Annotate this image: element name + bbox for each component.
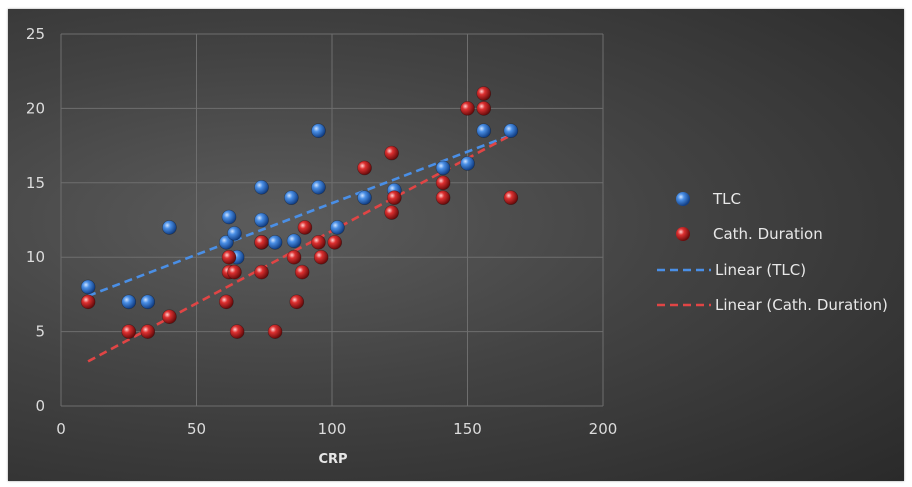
cath-duration-point	[460, 101, 475, 116]
cath-duration-point	[254, 235, 269, 250]
legend-item-cath-duration: Cath. Duration	[676, 225, 823, 243]
trendline-cath-duration	[87, 134, 512, 363]
x-tick-label: 100	[318, 420, 347, 438]
cath-duration-point	[140, 324, 156, 339]
legend-label: Linear (Cath. Duration)	[715, 296, 888, 314]
cath-duration-point	[121, 324, 137, 339]
x-tick-label: 200	[589, 420, 618, 438]
cath-duration-point	[357, 160, 372, 176]
cath-duration-point	[286, 249, 302, 265]
tlc-point	[330, 220, 345, 235]
data-points	[80, 86, 519, 339]
trendline-tlc	[87, 133, 512, 298]
tlc-point	[284, 190, 299, 205]
tlc-point	[219, 235, 234, 250]
cath-duration-point	[435, 175, 451, 191]
cath-duration-point	[311, 235, 326, 250]
cath-duration-point	[80, 294, 96, 310]
y-tick-label: 25	[26, 25, 45, 43]
cath-duration-point	[384, 145, 399, 161]
x-axis-ticks: 0 50 100 150 200	[56, 420, 617, 438]
legend-label: Cath. Duration	[713, 225, 823, 243]
cath-duration-point	[503, 190, 519, 205]
cath-duration-point	[162, 309, 177, 325]
legend-label: TLC	[712, 190, 741, 208]
tlc-point	[267, 235, 283, 250]
tlc-point	[227, 226, 242, 241]
cath-duration-point	[229, 324, 245, 339]
cath-duration-point	[313, 249, 329, 265]
cath-duration-point	[227, 264, 242, 280]
cath-duration-point	[219, 294, 234, 310]
legend-marker	[676, 227, 690, 241]
cath-duration-point	[327, 235, 343, 250]
y-tick-label: 5	[35, 323, 45, 341]
cath-duration-point	[435, 190, 451, 205]
tlc-point	[435, 160, 451, 176]
tlc-point	[503, 123, 519, 139]
y-tick-label: 20	[26, 99, 45, 117]
grid-lines	[60, 33, 604, 407]
tlc-point	[254, 179, 269, 195]
x-tick-label: 0	[56, 420, 66, 438]
tlc-point	[80, 279, 96, 295]
tlc-point	[121, 294, 137, 310]
legend-item-linear-cath-duration: Linear (Cath. Duration)	[657, 296, 888, 314]
x-tick-label: 150	[453, 420, 482, 438]
legend-label: Linear (TLC)	[715, 261, 806, 279]
tlc-point	[357, 190, 372, 205]
cath-duration-point	[221, 249, 237, 265]
tlc-point	[254, 212, 269, 228]
trendlines	[87, 133, 512, 363]
cath-duration-point	[289, 294, 305, 310]
y-axis-ticks: 0 5 10 15 20 25	[26, 25, 45, 415]
y-tick-label: 10	[26, 248, 45, 266]
cath-duration-point	[294, 264, 310, 280]
tlc-point	[221, 209, 237, 225]
tlc-point	[286, 233, 302, 249]
tlc-point	[311, 123, 326, 139]
legend-marker	[676, 192, 690, 206]
tlc-point	[460, 156, 475, 171]
cath-duration-point	[254, 264, 269, 280]
cath-duration-point	[297, 220, 313, 235]
cath-duration-point	[476, 101, 492, 116]
cath-duration-point	[387, 190, 402, 205]
y-tick-label: 0	[35, 397, 45, 415]
tlc-point	[140, 294, 156, 310]
x-axis-title: CRP	[318, 452, 347, 467]
cath-duration-point	[384, 205, 399, 220]
legend-item-linear-tlc: Linear (TLC)	[657, 261, 806, 279]
scatter-chart: 0 50 100 150 200 0 5 10 15 20 25 CRP TLC Cath. Dur…	[26, 25, 888, 467]
chart-area: 0 50 100 150 200 0 5 10 15 20 25 CRP TLC Cath. Dur…	[8, 9, 904, 481]
cath-duration-point	[476, 86, 492, 101]
x-tick-label: 50	[187, 420, 206, 438]
legend-item-tlc: TLC	[676, 190, 741, 208]
y-tick-label: 15	[26, 174, 45, 192]
legend: TLC Cath. Duration Linear (TLC) Linear (Cat…	[657, 190, 888, 314]
tlc-point	[162, 220, 177, 235]
tlc-point	[311, 179, 326, 195]
cath-duration-point	[267, 324, 283, 339]
tlc-point	[476, 123, 492, 139]
